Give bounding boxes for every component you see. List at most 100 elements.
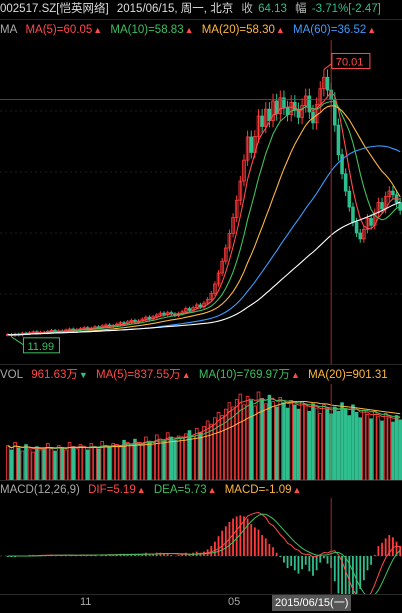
ma5-line xyxy=(7,91,401,336)
close-value: 64.13 xyxy=(258,3,287,15)
ma10-line xyxy=(7,100,401,336)
ma-title: MA xyxy=(0,24,18,36)
volume-bar xyxy=(394,415,399,480)
volume-bar xyxy=(278,396,283,480)
candle xyxy=(224,247,228,262)
volume-bar xyxy=(372,410,377,480)
vol-ma10-up-icon: ▲ xyxy=(290,370,300,380)
candle xyxy=(376,202,381,214)
volume-bar xyxy=(24,444,28,480)
volume-bar xyxy=(129,445,134,480)
ma5-label: MA(5)=60.05 xyxy=(25,24,93,36)
volume-bar xyxy=(387,417,392,480)
volume-bar xyxy=(27,448,32,480)
candle xyxy=(303,95,308,106)
vol-ma20-label: MA(20)=901.31 xyxy=(308,369,388,381)
vol-ma5-line xyxy=(7,397,401,450)
candle xyxy=(187,308,192,311)
candle xyxy=(391,190,395,196)
volume-bar xyxy=(303,405,308,480)
volume-bar xyxy=(115,444,119,480)
candle xyxy=(263,108,268,127)
candle xyxy=(184,308,188,313)
macd-chart[interactable] xyxy=(0,498,402,594)
volume-bar xyxy=(144,436,148,480)
volume-bar xyxy=(376,416,381,480)
candle xyxy=(358,232,363,240)
candle xyxy=(347,190,352,208)
candle xyxy=(216,272,221,285)
volume-bar xyxy=(318,413,323,480)
volume-chart[interactable] xyxy=(0,384,402,480)
volume-bar xyxy=(213,417,217,480)
volume-bar xyxy=(224,408,228,480)
volume-bar xyxy=(162,440,166,480)
candle xyxy=(271,100,275,121)
min-price-label: 11.99 xyxy=(27,341,54,353)
min-label-box xyxy=(22,337,60,354)
candle xyxy=(325,76,330,91)
volume-bar xyxy=(169,436,174,480)
candle xyxy=(336,124,341,156)
volume-bar xyxy=(194,428,199,480)
candle xyxy=(343,173,348,192)
candle xyxy=(380,202,384,210)
volume-bar xyxy=(256,391,261,480)
candle xyxy=(227,233,232,249)
volume-bar xyxy=(158,438,163,480)
x-tick-label: 05 xyxy=(228,596,241,608)
volume-bar xyxy=(253,405,257,480)
volume-bar xyxy=(307,410,312,480)
max-marker-line xyxy=(323,63,333,70)
volume-bar xyxy=(82,447,86,480)
price-chart[interactable]: 70.01 11.99 xyxy=(0,40,402,365)
volume-bar xyxy=(325,408,330,480)
quote-date: 2015/06/15, 周一, 北京 xyxy=(116,3,234,15)
volume-bar xyxy=(365,414,370,480)
max-price-label: 70.01 xyxy=(336,56,364,68)
vol-value: 961.63万 xyxy=(31,369,78,381)
long-ma-line xyxy=(7,201,401,336)
volume-bar xyxy=(93,446,97,480)
candle xyxy=(340,154,344,175)
dea-line xyxy=(7,513,401,594)
volume-bar xyxy=(282,402,286,480)
volume-bar xyxy=(184,433,188,480)
candle xyxy=(234,199,239,218)
volume-bar xyxy=(6,445,10,480)
volume-bar xyxy=(147,440,152,480)
candle xyxy=(369,218,373,226)
vol-down-icon: ▼ xyxy=(78,370,88,380)
candle xyxy=(242,159,246,182)
volume-bar xyxy=(45,443,50,480)
volume-bar xyxy=(362,409,366,480)
ma20-line xyxy=(7,105,401,336)
macd-label: MACD=-1.09 xyxy=(224,484,292,496)
max-label-box xyxy=(331,52,371,69)
ma10-up-icon: ▲ xyxy=(184,25,194,35)
candle xyxy=(307,95,312,113)
volume-bar xyxy=(173,439,177,480)
volume-bar xyxy=(300,401,304,480)
dif-label: DIF=5.19 xyxy=(88,484,136,496)
candle xyxy=(129,320,134,323)
volume-bar xyxy=(289,400,293,480)
volume-bar xyxy=(351,404,355,480)
volume-bar xyxy=(263,403,268,480)
candle xyxy=(205,299,210,304)
volume-bar xyxy=(118,446,123,480)
volume-bar xyxy=(347,415,352,480)
candle xyxy=(300,105,304,118)
dif-up-icon: ▲ xyxy=(136,485,146,495)
volume-bar xyxy=(358,417,363,480)
vol-ma5-up-icon: ▲ xyxy=(181,370,191,380)
vol-legend: VOL 961.63万▼ MA(5)=837.55万▲ MA(10)=769.9… xyxy=(0,366,402,384)
volume-bar xyxy=(107,447,112,480)
candle xyxy=(238,180,243,201)
volume-bar xyxy=(293,404,297,480)
volume-bar xyxy=(398,419,402,480)
volume-bar xyxy=(64,449,68,480)
volume-bar xyxy=(60,447,65,480)
candle xyxy=(354,221,359,234)
candle xyxy=(220,260,224,274)
